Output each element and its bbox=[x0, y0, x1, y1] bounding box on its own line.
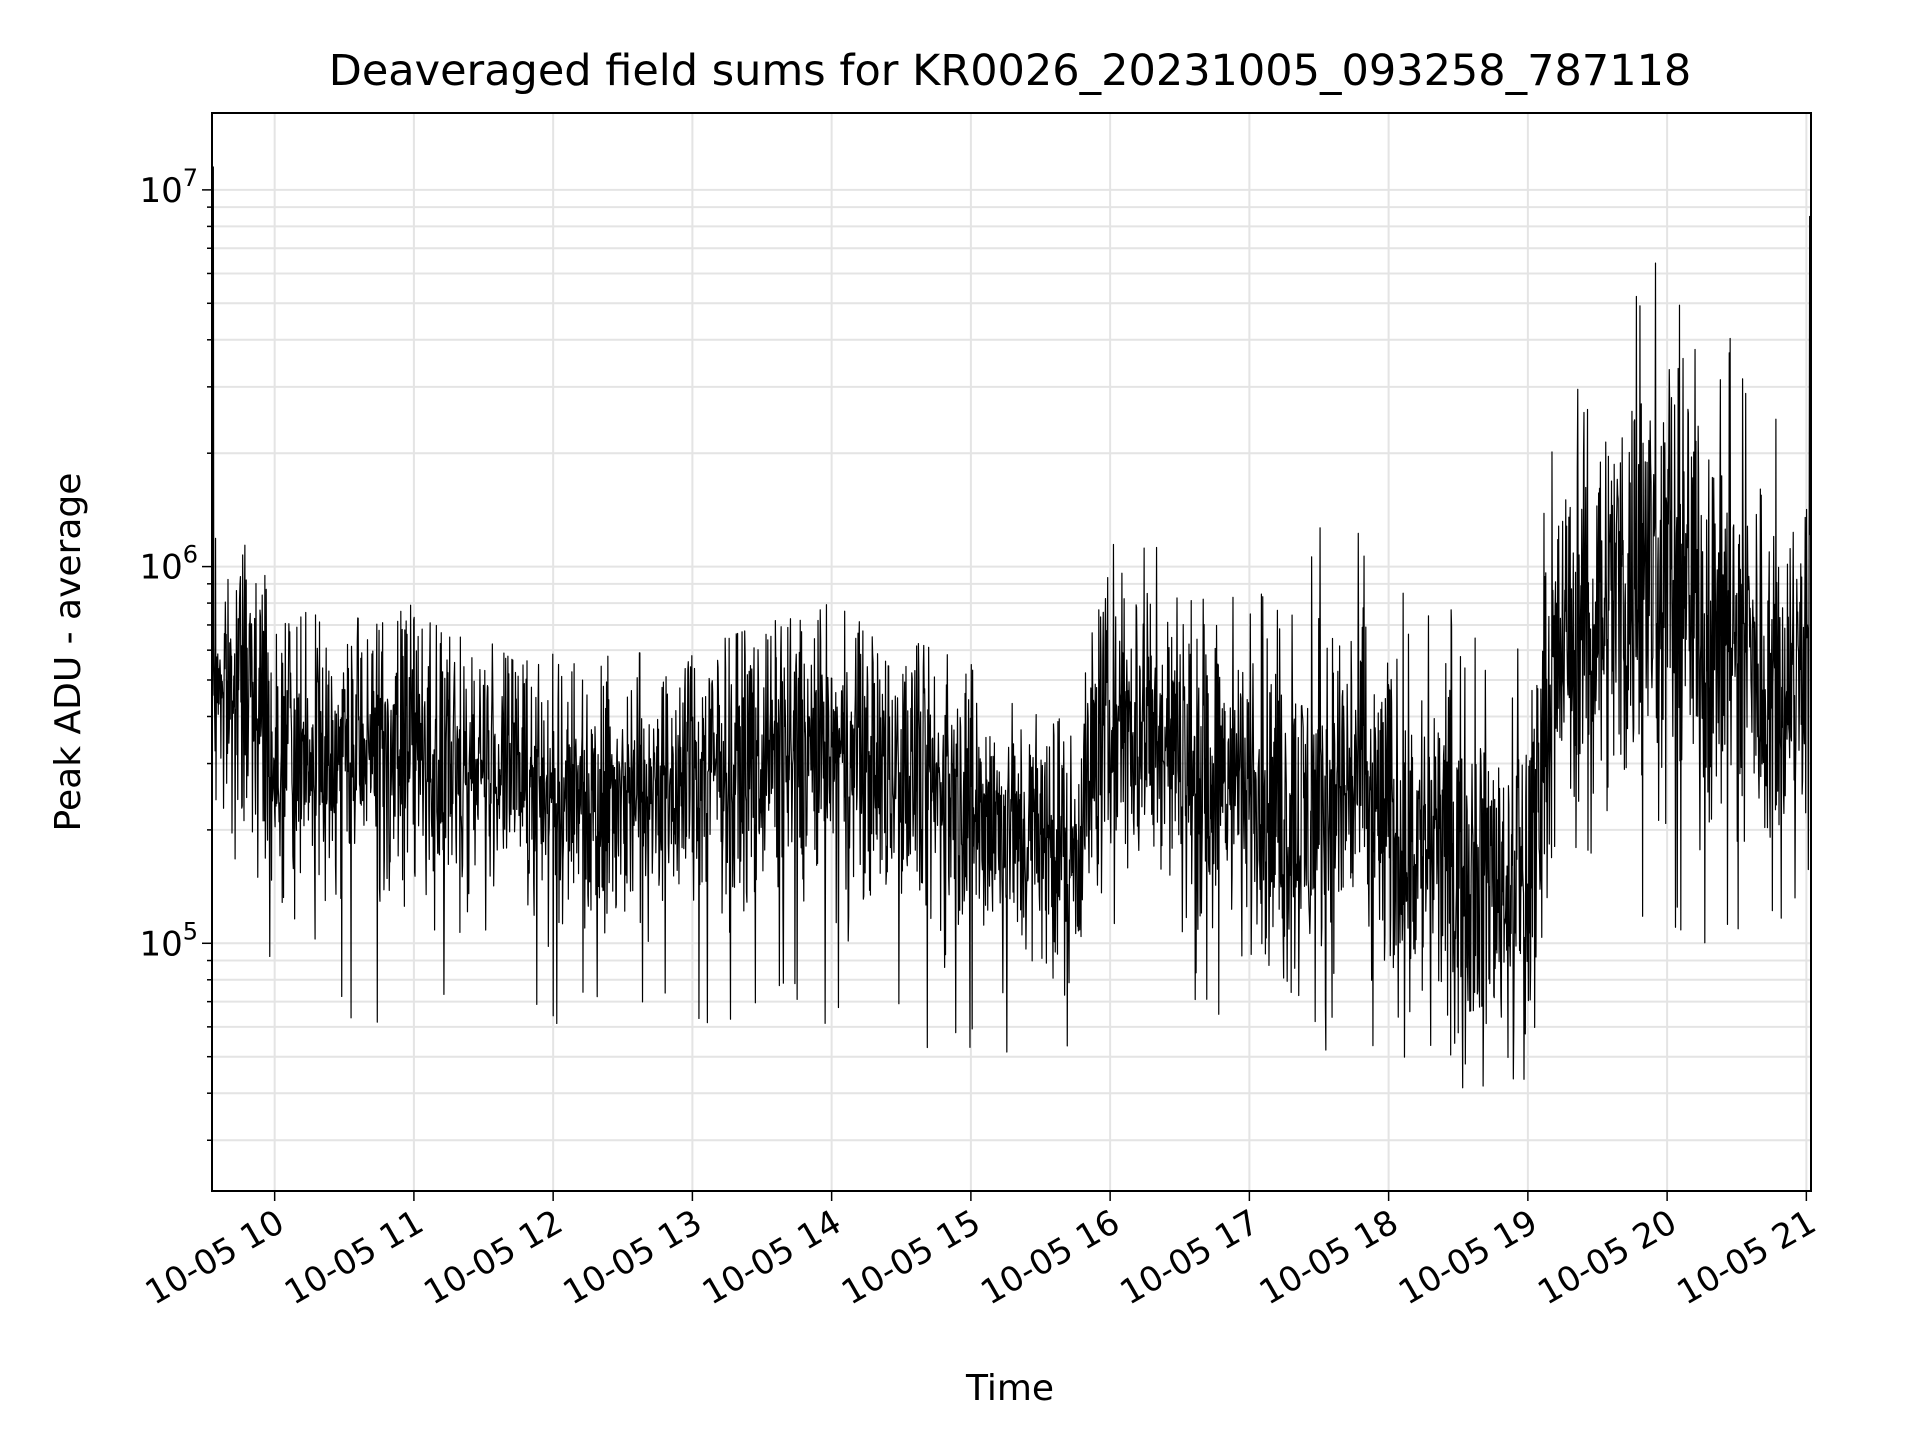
x-tick-label: 10-05 14 bbox=[696, 1202, 848, 1313]
x-tick-label: 10-05 17 bbox=[1113, 1202, 1265, 1313]
series-line bbox=[211, 166, 1812, 1089]
x-tick-label: 10-05 12 bbox=[417, 1202, 569, 1313]
x-tick-label: 10-05 15 bbox=[835, 1202, 987, 1313]
y-tick-exponent: 7 bbox=[183, 164, 198, 192]
x-tick-label: 10-05 11 bbox=[278, 1202, 430, 1313]
x-tick-label: 10-05 13 bbox=[557, 1202, 709, 1313]
y-tick-base: 10 bbox=[139, 924, 182, 964]
x-tick-label: 10-05 19 bbox=[1392, 1202, 1544, 1313]
y-tick-label: 107 bbox=[139, 164, 198, 211]
x-tick-label: 10-05 16 bbox=[974, 1202, 1126, 1313]
y-tick-label: 105 bbox=[139, 917, 198, 964]
y-axis-label: Peak ADU - average bbox=[48, 473, 89, 832]
plot-frame bbox=[211, 112, 1812, 1192]
y-tick-exponent: 5 bbox=[183, 917, 198, 945]
y-tick-base: 10 bbox=[139, 171, 182, 211]
y-tick-label: 106 bbox=[139, 541, 198, 588]
chart-title: Deaveraged field sums for KR0026_2023100… bbox=[329, 46, 1692, 96]
y-tick-base: 10 bbox=[139, 548, 182, 588]
x-axis-label: Time bbox=[965, 1368, 1054, 1409]
x-tick-label: 10-05 18 bbox=[1253, 1202, 1405, 1313]
x-tick-label: 10-05 20 bbox=[1531, 1202, 1683, 1313]
plot-area bbox=[211, 166, 1812, 1089]
x-tick-label: 10-05 21 bbox=[1670, 1202, 1822, 1313]
y-tick-exponent: 6 bbox=[183, 541, 198, 569]
x-tick-label: 10-05 10 bbox=[139, 1202, 291, 1313]
